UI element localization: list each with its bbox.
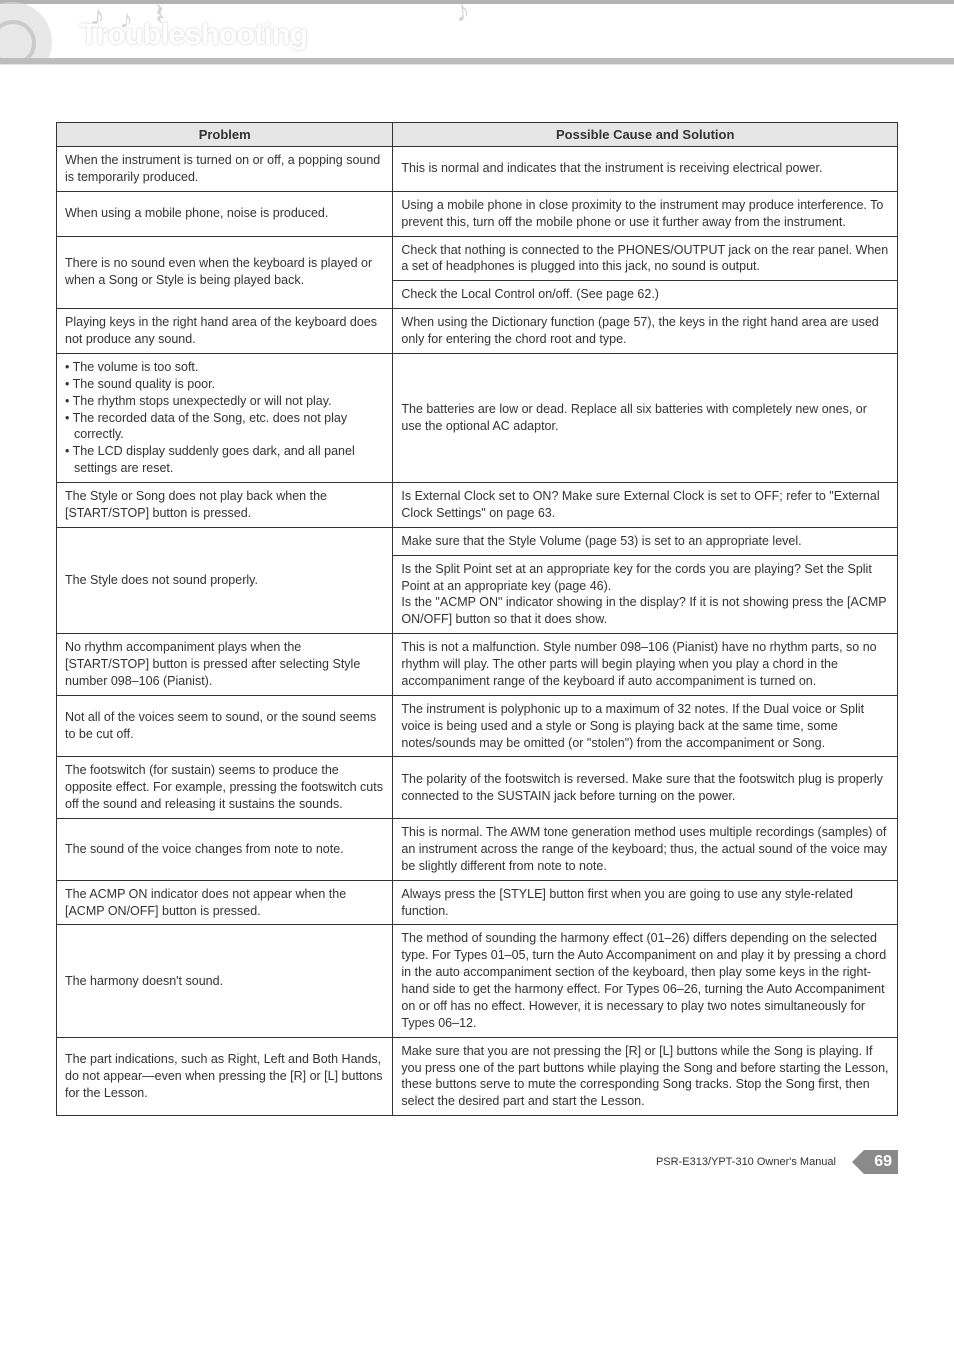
solution-cell: Make sure that you are not pressing the … xyxy=(393,1037,898,1116)
problem-cell: The part indications, such as Right, Lef… xyxy=(57,1037,393,1116)
solution-cell: When using the Dictionary function (page… xyxy=(393,309,898,354)
solution-cell: Check the Local Control on/off. (See pag… xyxy=(393,281,898,309)
problem-cell: The Style or Song does not play back whe… xyxy=(57,483,393,528)
solution-cell: This is normal and indicates that the in… xyxy=(393,147,898,192)
problem-cell: The footswitch (for sustain) seems to pr… xyxy=(57,757,393,819)
solution-cell: This is normal. The AWM tone generation … xyxy=(393,819,898,881)
col-header-problem: Problem xyxy=(57,123,393,147)
solution-cell: This is not a malfunction. Style number … xyxy=(393,634,898,696)
solution-cell: Using a mobile phone in close proximity … xyxy=(393,191,898,236)
solution-cell: The batteries are low or dead. Replace a… xyxy=(393,353,898,482)
troubleshooting-table: Problem Possible Cause and Solution When… xyxy=(56,122,898,1116)
page-number-badge: 69 xyxy=(852,1150,898,1174)
problem-cell: No rhythm accompaniment plays when the [… xyxy=(57,634,393,696)
music-note-icon: ♪ xyxy=(453,0,473,30)
solution-cell: Is the Split Point set at an appropriate… xyxy=(393,555,898,634)
problem-cell: Playing keys in the right hand area of t… xyxy=(57,309,393,354)
problem-cell: • The volume is too soft.• The sound qua… xyxy=(57,353,393,482)
problem-cell: When the instrument is turned on or off,… xyxy=(57,147,393,192)
problem-bullet: • The LCD display suddenly goes dark, an… xyxy=(65,443,384,477)
problem-cell: The harmony doesn't sound. xyxy=(57,925,393,1037)
problem-cell: There is no sound even when the keyboard… xyxy=(57,236,393,309)
page-title: Troubleshooting xyxy=(80,18,307,52)
problem-cell: Not all of the voices seem to sound, or … xyxy=(57,695,393,757)
solution-cell: Is External Clock set to ON? Make sure E… xyxy=(393,483,898,528)
page-footer: PSR-E313/YPT-310 Owner's Manual 69 xyxy=(0,1136,954,1192)
problem-cell: The ACMP ON indicator does not appear wh… xyxy=(57,880,393,925)
page-header: ♪ ♪ 𝄽 ♪ Troubleshooting xyxy=(0,0,954,68)
solution-cell: The polarity of the footswitch is revers… xyxy=(393,757,898,819)
problem-cell: The Style does not sound properly. xyxy=(57,527,393,633)
footer-model-text: PSR-E313/YPT-310 Owner's Manual xyxy=(656,1156,836,1168)
page-number: 69 xyxy=(874,1153,892,1171)
col-header-solution: Possible Cause and Solution xyxy=(393,123,898,147)
header-underline-light xyxy=(0,64,954,65)
solution-cell: The method of sounding the harmony effec… xyxy=(393,925,898,1037)
solution-cell: Always press the [STYLE] button first wh… xyxy=(393,880,898,925)
problem-cell: When using a mobile phone, noise is prod… xyxy=(57,191,393,236)
content-area: Problem Possible Cause and Solution When… xyxy=(0,68,954,1136)
problem-bullet: • The recorded data of the Song, etc. do… xyxy=(65,410,384,444)
problem-bullet: • The volume is too soft. xyxy=(65,359,384,376)
solution-cell: Check that nothing is connected to the P… xyxy=(393,236,898,281)
solution-cell: The instrument is polyphonic up to a max… xyxy=(393,695,898,757)
problem-bullet: • The rhythm stops unexpectedly or will … xyxy=(65,393,384,410)
problem-cell: The sound of the voice changes from note… xyxy=(57,819,393,881)
solution-cell: Make sure that the Style Volume (page 53… xyxy=(393,527,898,555)
problem-bullet: • The sound quality is poor. xyxy=(65,376,384,393)
